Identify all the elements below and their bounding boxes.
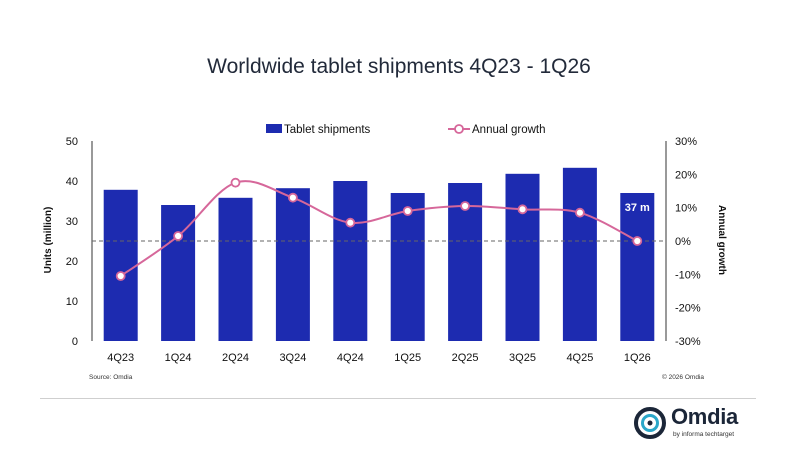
plot-area: 0 10 20 30 40 50 -30% -20% -10% 0% 10% 20% 30% 4Q23 1Q… bbox=[66, 136, 701, 364]
x-tick-label: 1Q26 bbox=[624, 352, 651, 364]
source-note: Source: Omdia bbox=[89, 374, 133, 381]
y2-tick-label: -30% bbox=[675, 336, 701, 348]
bar-4q25 bbox=[562, 167, 597, 341]
growth-point-4q25 bbox=[575, 207, 585, 218]
x-tick-label: 2Q24 bbox=[222, 352, 249, 364]
y-tick-label: 50 bbox=[66, 136, 78, 148]
bar-3q25 bbox=[505, 173, 540, 341]
y-tick-label: 10 bbox=[66, 296, 78, 308]
legend-swatch-marker-annual-growth bbox=[454, 124, 464, 134]
growth-point-3q24 bbox=[287, 192, 298, 203]
growth-point-4q24 bbox=[345, 217, 356, 228]
growth-point-3q25 bbox=[517, 204, 528, 215]
legend-swatch-tablet-shipments bbox=[266, 124, 282, 133]
legend-label-tablet-shipments: Tablet shipments bbox=[284, 124, 371, 136]
y2-tick-label: -10% bbox=[675, 269, 701, 281]
x-tick-label: 1Q24 bbox=[165, 352, 192, 364]
x-tick-label: 4Q25 bbox=[566, 352, 593, 364]
chart-title: Worldwide tablet shipments 4Q23 - 1Q26 bbox=[207, 55, 591, 78]
growth-point-1q24 bbox=[173, 231, 184, 241]
y2-tick-label: 30% bbox=[675, 136, 697, 148]
bar-3q24 bbox=[275, 188, 310, 341]
footer-divider bbox=[40, 398, 756, 399]
omdia-logo-icon bbox=[634, 407, 666, 439]
x-tick-label: 3Q25 bbox=[509, 352, 536, 364]
growth-line bbox=[120, 180, 638, 277]
x-tick-label: 3Q24 bbox=[279, 352, 306, 364]
growth-point-1q25 bbox=[402, 206, 413, 216]
y2-tick-label: 0% bbox=[675, 236, 691, 248]
y-tick-label: 0 bbox=[72, 336, 78, 348]
logo-name: Omdia bbox=[671, 404, 738, 429]
y-tick-label: 20 bbox=[66, 256, 78, 268]
y2-tick-label: 20% bbox=[675, 169, 697, 181]
growth-point-2q25 bbox=[460, 201, 471, 211]
data-label-1q26: 37 m bbox=[625, 202, 650, 214]
bar-1q24 bbox=[161, 205, 196, 341]
growth-point-4q23 bbox=[115, 271, 126, 281]
bar-2q24 bbox=[218, 197, 253, 341]
x-tick-label: 4Q24 bbox=[337, 352, 364, 364]
x-tick-label: 2Q25 bbox=[452, 352, 479, 364]
bar-1q26 bbox=[620, 193, 655, 341]
bar-4q24 bbox=[333, 181, 368, 341]
logo-subtext: by informa techtarget bbox=[673, 431, 735, 438]
y2-tick-label: 10% bbox=[675, 203, 697, 215]
y-axis-label: Units (million) bbox=[43, 207, 54, 274]
y2-axis-label: Annual growth bbox=[716, 205, 727, 275]
copyright-note: © 2026 Omdia bbox=[662, 373, 704, 381]
x-tick-label: 4Q23 bbox=[107, 352, 134, 364]
legend-label-annual-growth: Annual growth bbox=[472, 124, 546, 136]
omdia-logo: Omdia by informa techtarget bbox=[633, 404, 763, 444]
chart-legend: Tablet shipments Annual growth bbox=[266, 124, 546, 136]
y2-tick-label: -20% bbox=[675, 303, 701, 315]
growth-point-2q24 bbox=[230, 177, 241, 188]
y-tick-label: 40 bbox=[66, 176, 78, 188]
growth-point-1q26 bbox=[632, 236, 643, 246]
y-tick-label: 30 bbox=[66, 216, 78, 228]
chart-canvas: Worldwide tablet shipments 4Q23 - 1Q26 T… bbox=[43, 55, 727, 381]
bar-1q25 bbox=[390, 193, 425, 341]
bar-4q23 bbox=[103, 189, 138, 341]
x-tick-label: 1Q25 bbox=[394, 352, 421, 364]
